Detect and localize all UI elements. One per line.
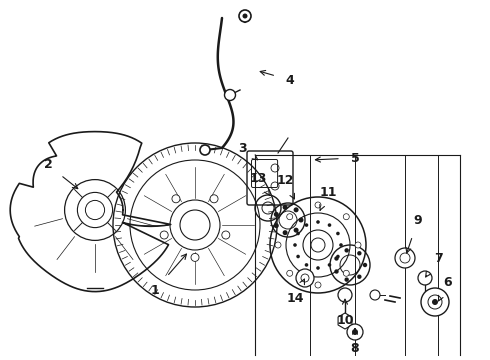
Circle shape <box>243 13 247 18</box>
Circle shape <box>296 269 314 287</box>
Circle shape <box>328 263 331 267</box>
Circle shape <box>315 282 321 288</box>
Circle shape <box>294 207 298 212</box>
Text: 14: 14 <box>286 279 304 305</box>
Text: 2: 2 <box>44 158 78 189</box>
Circle shape <box>339 243 343 247</box>
Circle shape <box>357 251 362 256</box>
Circle shape <box>200 145 210 155</box>
Text: 1: 1 <box>150 254 186 297</box>
Circle shape <box>298 217 303 222</box>
Circle shape <box>287 214 293 220</box>
Circle shape <box>336 255 340 258</box>
Text: 9: 9 <box>406 213 422 253</box>
Circle shape <box>224 90 236 100</box>
Circle shape <box>274 223 279 228</box>
Circle shape <box>370 290 380 300</box>
Circle shape <box>283 230 288 235</box>
Circle shape <box>293 243 297 247</box>
Circle shape <box>172 195 180 203</box>
Circle shape <box>355 242 361 248</box>
Circle shape <box>334 256 339 261</box>
Circle shape <box>311 238 325 252</box>
Circle shape <box>328 223 331 227</box>
Circle shape <box>395 248 415 268</box>
Text: 3: 3 <box>238 141 258 160</box>
Text: 12: 12 <box>276 174 294 199</box>
Circle shape <box>336 232 340 235</box>
Circle shape <box>418 271 432 285</box>
Circle shape <box>343 270 349 276</box>
Circle shape <box>347 324 363 340</box>
Circle shape <box>343 214 349 220</box>
Circle shape <box>344 248 349 253</box>
Circle shape <box>296 255 300 258</box>
Circle shape <box>294 228 298 233</box>
Text: 11: 11 <box>319 185 337 210</box>
Text: 4: 4 <box>260 71 294 86</box>
Circle shape <box>316 220 320 224</box>
Circle shape <box>357 275 362 279</box>
Text: 10: 10 <box>336 299 354 327</box>
Circle shape <box>160 231 168 239</box>
Circle shape <box>352 329 358 335</box>
Circle shape <box>287 270 293 276</box>
Circle shape <box>239 10 251 22</box>
Circle shape <box>316 266 320 270</box>
Circle shape <box>305 223 308 227</box>
Circle shape <box>283 205 288 210</box>
Circle shape <box>363 263 367 267</box>
Circle shape <box>338 288 352 302</box>
Circle shape <box>334 269 339 274</box>
Circle shape <box>274 212 279 217</box>
Circle shape <box>180 210 210 240</box>
Circle shape <box>421 288 449 316</box>
Circle shape <box>222 231 230 239</box>
Text: 8: 8 <box>351 329 359 355</box>
Text: 5: 5 <box>316 152 359 165</box>
Circle shape <box>210 195 218 203</box>
Circle shape <box>315 202 321 208</box>
Text: 7: 7 <box>426 252 442 277</box>
Circle shape <box>344 278 349 282</box>
Text: 13: 13 <box>249 171 270 195</box>
Circle shape <box>296 232 300 235</box>
Text: 6: 6 <box>439 275 452 301</box>
Circle shape <box>432 299 438 305</box>
Circle shape <box>275 242 281 248</box>
Circle shape <box>305 263 308 267</box>
Circle shape <box>191 253 199 261</box>
